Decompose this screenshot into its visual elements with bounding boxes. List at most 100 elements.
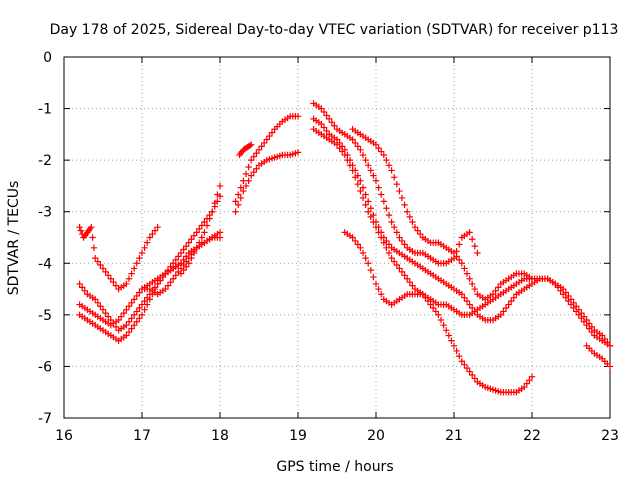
data-point — [375, 144, 382, 152]
data-point — [365, 198, 372, 205]
data-point — [357, 146, 364, 154]
data-point — [362, 191, 369, 198]
data-point — [437, 316, 445, 324]
data-point — [471, 285, 478, 293]
data-point — [367, 266, 374, 274]
data-point — [404, 208, 411, 215]
data-point — [466, 275, 473, 282]
data-point — [380, 151, 387, 159]
data-point — [89, 234, 96, 241]
data-point — [375, 184, 382, 191]
data-point — [172, 272, 179, 279]
data-point — [453, 347, 460, 355]
data-point — [583, 321, 590, 329]
data-point — [76, 223, 83, 231]
data-point — [131, 265, 138, 272]
data-point — [388, 218, 395, 226]
data-point — [246, 142, 254, 149]
data-point — [133, 260, 140, 267]
data-point — [435, 311, 442, 319]
series-s5 — [138, 234, 224, 298]
data-point — [344, 156, 351, 164]
data-point — [180, 266, 187, 274]
data-point — [578, 315, 585, 322]
data-point — [128, 270, 135, 277]
data-point — [133, 318, 140, 325]
data-point — [510, 294, 517, 301]
data-point — [201, 218, 208, 226]
data-point — [448, 337, 455, 344]
data-point — [401, 272, 408, 279]
series-s9 — [236, 141, 255, 159]
y-tick-label: -4 — [38, 256, 52, 272]
data-point — [123, 332, 130, 339]
data-point — [385, 249, 393, 257]
y-tick-label: 0 — [43, 50, 52, 66]
data-point — [326, 115, 333, 123]
data-point — [154, 223, 161, 231]
data-point — [172, 256, 179, 264]
axis-ticks — [63, 56, 611, 419]
data-point — [352, 237, 359, 245]
data-point — [162, 285, 169, 293]
data-point — [378, 148, 385, 155]
data-point — [294, 149, 302, 156]
data-point — [365, 260, 372, 267]
y-tick-label: -6 — [38, 359, 52, 375]
data-point — [450, 342, 458, 349]
data-point — [365, 208, 372, 215]
data-point — [125, 275, 133, 282]
data-point — [185, 260, 192, 267]
data-point — [450, 249, 458, 257]
data-point — [94, 299, 101, 307]
data-point — [471, 375, 478, 382]
data-point — [136, 254, 143, 262]
data-point — [393, 261, 400, 269]
data-point — [388, 167, 395, 174]
data-point — [128, 299, 135, 307]
data-point — [294, 113, 302, 120]
data-point — [159, 273, 166, 281]
data-point — [346, 162, 354, 169]
data-point — [112, 282, 120, 289]
data-point — [401, 201, 408, 209]
data-point — [141, 244, 148, 252]
y-tick-label: -1 — [38, 102, 52, 118]
data-point — [474, 249, 481, 257]
data-point — [370, 218, 377, 226]
data-point — [458, 358, 465, 365]
data-point — [203, 222, 211, 229]
x-tick-label: 23 — [601, 428, 619, 444]
data-point — [565, 297, 572, 305]
data-point — [469, 371, 476, 379]
x-tick-label: 17 — [133, 428, 151, 444]
data-point — [123, 321, 130, 329]
x-tick-label: 18 — [211, 428, 229, 444]
data-point — [149, 230, 156, 238]
data-point — [606, 363, 614, 370]
data-point — [188, 236, 195, 243]
data-point — [453, 253, 460, 260]
data-point — [216, 182, 224, 190]
data-point — [245, 163, 252, 171]
data-point — [372, 177, 380, 184]
data-point — [167, 278, 174, 286]
data-point — [237, 194, 244, 202]
data-point — [375, 229, 382, 236]
data-point — [92, 254, 99, 262]
data-point — [339, 148, 346, 155]
data-point — [123, 280, 130, 288]
data-point — [115, 316, 122, 324]
series-s6 — [177, 182, 224, 277]
data-point — [97, 261, 104, 269]
data-point — [560, 291, 567, 298]
data-point — [97, 303, 104, 310]
data-point — [385, 211, 393, 219]
data-point — [432, 308, 439, 315]
data-point — [606, 342, 614, 349]
data-point — [508, 297, 515, 305]
series-s14 — [341, 229, 614, 349]
y-tick-label: -7 — [38, 411, 52, 427]
data-point — [136, 304, 143, 312]
